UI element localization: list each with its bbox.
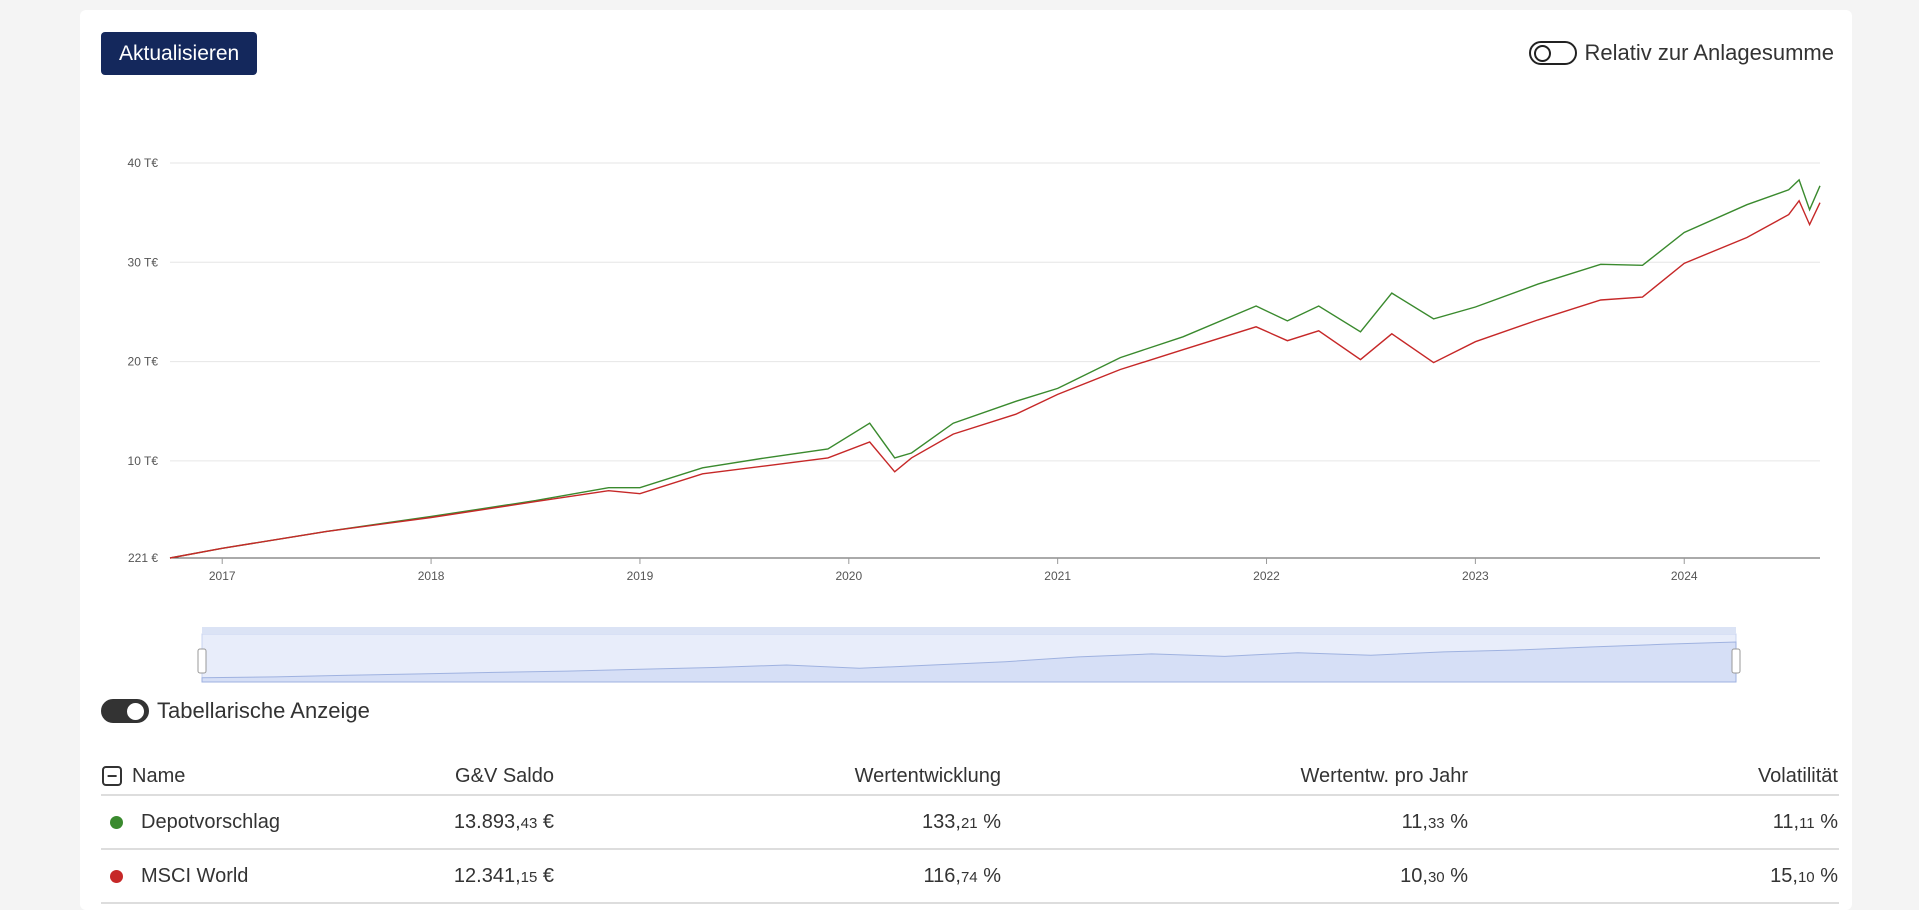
series-line-msci-world (169, 199, 1821, 559)
header-name: − Name (101, 758, 343, 796)
row-wertentwicklung-jahr: 10,30 % (1002, 849, 1469, 904)
series-color-dot (110, 815, 123, 829)
chart-card: Aktualisieren Relativ zur Anlagesumme 22… (80, 10, 1852, 910)
row-gv: 13.893,43 € (343, 795, 555, 850)
row-name: Depotvorschlag (141, 810, 280, 833)
switch-knob (127, 703, 144, 720)
collapse-icon[interactable]: − (102, 766, 122, 787)
x-tick-label: 2024 (1671, 569, 1698, 583)
series-line-depotvorschlag (169, 178, 1821, 559)
table-view-label: Tabellarische Anzeige (157, 698, 370, 723)
navigator-area (201, 641, 1737, 683)
header-wertentwicklung[interactable]: Wertentwicklung (555, 758, 1002, 796)
relative-toggle[interactable]: Relativ zur Anlagesumme (1528, 40, 1834, 66)
x-tick-label: 2023 (1462, 569, 1489, 583)
y-tick-label: 30 T€ (128, 255, 159, 269)
series-color-dot (110, 869, 123, 883)
row-wertentwicklung: 133,21 % (555, 795, 1002, 850)
table-row[interactable]: Depotvorschlag 13.893,43 € 133,21 % 11,3… (101, 795, 1839, 850)
navigator-handle-right (1731, 648, 1741, 674)
row-volatilitaet: 11,11 % (1469, 795, 1839, 850)
header-volatilitaet[interactable]: Volatilität (1469, 758, 1839, 796)
x-tick-label: 2019 (627, 569, 654, 583)
row-wertentwicklung: 116,74 % (555, 849, 1002, 904)
x-tick-label: 2022 (1253, 569, 1280, 583)
header-name-label: Name (132, 764, 186, 787)
table-header-row: − Name G&V Saldo Wertentwicklung Wertentw… (101, 758, 1839, 796)
y-tick-label: 20 T€ (128, 355, 159, 369)
row-volatilitaet: 15,10 % (1469, 849, 1839, 904)
x-tick-label: 2021 (1044, 569, 1071, 583)
row-name-cell: Depotvorschlag (101, 795, 343, 850)
x-tick-label: 2018 (418, 569, 445, 583)
results-table: − Name G&V Saldo Wertentwicklung Wertentw… (101, 758, 1839, 904)
table-row[interactable]: MSCI World 12.341,15 € 116,74 % 10,30 % … (101, 849, 1839, 904)
y-tick-label: 10 T€ (128, 454, 159, 468)
x-tick-label: 2020 (835, 569, 862, 583)
y-tick-label: 221 € (128, 551, 158, 565)
switch-knob (1533, 45, 1551, 62)
row-wertentwicklung-jahr: 11,33 % (1002, 795, 1469, 850)
x-tick-label: 2017 (209, 569, 236, 583)
header-wertentwicklung-jahr[interactable]: Wertentw. pro Jahr (1002, 758, 1469, 796)
y-tick-label: 40 T€ (128, 156, 159, 170)
row-name: MSCI World (141, 864, 249, 887)
performance-chart: 221 € 10 T€ 20 T€ 30 T€ 40 T€ 2017 2018 2019 202… (128, 156, 1821, 683)
row-name-cell: MSCI World (101, 849, 343, 904)
table-view-switch[interactable] (101, 699, 149, 723)
table-view-toggle[interactable]: Tabellarische Anzeige (101, 698, 370, 724)
relative-switch[interactable] (1528, 41, 1577, 65)
navigator-scrollbar (202, 627, 1736, 634)
header-gv[interactable]: G&V Saldo (343, 758, 555, 796)
navigator-handle-left (197, 648, 207, 674)
refresh-button[interactable]: Aktualisieren (101, 32, 258, 75)
row-gv: 12.341,15 € (343, 849, 555, 904)
relative-toggle-label: Relativ zur Anlagesumme (1584, 40, 1834, 65)
